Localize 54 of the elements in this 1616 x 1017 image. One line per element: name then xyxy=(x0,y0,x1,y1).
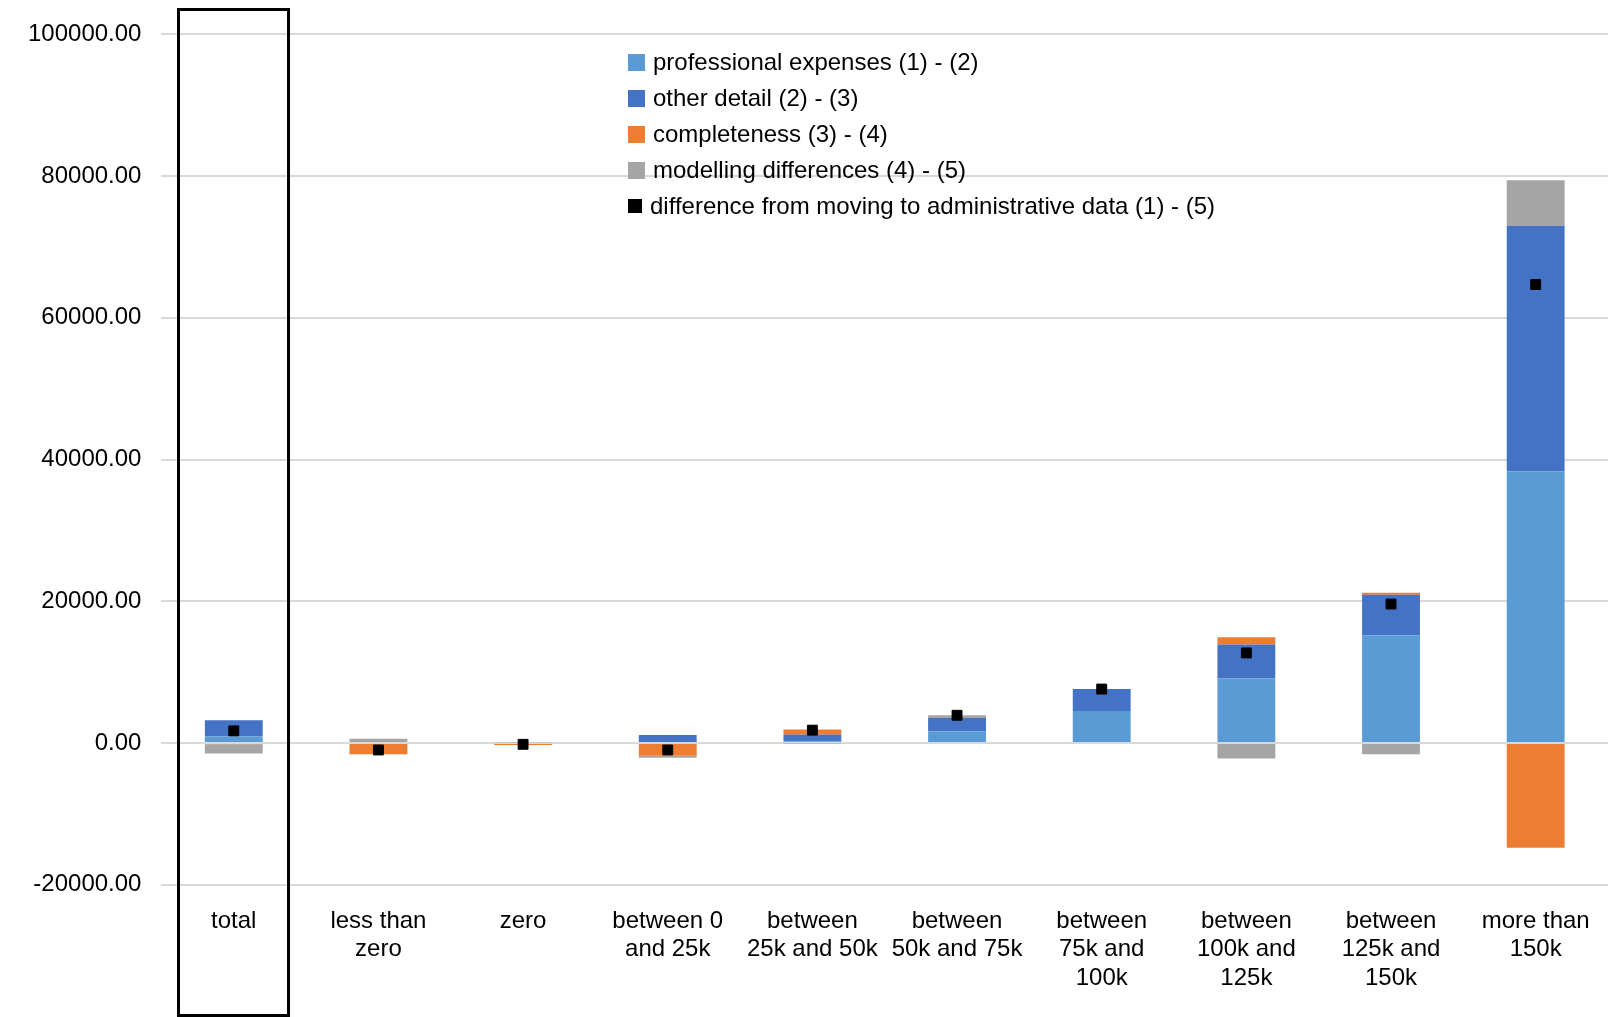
x-tick-label: between 125k and 150k xyxy=(1341,905,1441,991)
point xyxy=(806,724,818,736)
x-tick-label: between 50k and 75k xyxy=(891,905,1024,962)
bar xyxy=(1506,180,1565,226)
bar xyxy=(1217,678,1276,742)
legend-label: difference from moving to administrative data (1) - (5) xyxy=(650,191,1216,221)
bar xyxy=(349,738,408,742)
x-tick-label: between 75k and 100k xyxy=(1056,905,1148,991)
point xyxy=(1385,598,1397,610)
bar xyxy=(1506,225,1565,472)
point xyxy=(951,709,963,721)
legend-label: professional expenses (1) - (2) xyxy=(653,47,979,77)
point xyxy=(517,738,529,750)
bar xyxy=(928,731,986,742)
bar xyxy=(204,744,263,754)
bar xyxy=(1506,743,1565,848)
bar xyxy=(1362,592,1420,595)
bar xyxy=(204,736,263,742)
y-tick-label: 80000.00 xyxy=(41,160,142,188)
point xyxy=(228,725,240,737)
bar xyxy=(783,734,842,742)
bar xyxy=(1362,635,1420,742)
x-tick-label: less than zero xyxy=(330,905,427,962)
x-tick-label: zero xyxy=(499,905,547,933)
bar xyxy=(1362,743,1420,755)
bar xyxy=(638,735,697,742)
bar xyxy=(1506,471,1565,742)
y-tick-label: 20000.00 xyxy=(41,585,142,613)
point xyxy=(662,744,674,756)
bar xyxy=(1072,711,1131,742)
x-tick-label: between 0 and 25k xyxy=(612,905,724,962)
bar xyxy=(1217,637,1276,645)
bar xyxy=(1217,644,1276,679)
point xyxy=(1530,279,1542,290)
bar xyxy=(1362,594,1420,636)
legend-label: other detail (2) - (3) xyxy=(653,83,859,113)
legend-label: modelling differences (4) - (5) xyxy=(653,155,967,185)
x-tick-label: total xyxy=(211,905,257,933)
point xyxy=(1240,647,1252,659)
bar xyxy=(638,755,697,758)
y-tick-label: 60000.00 xyxy=(41,302,142,330)
x-tick-label: more than 150k xyxy=(1481,905,1590,962)
legend-label: completeness (3) - (4) xyxy=(653,119,888,149)
y-tick-label: -20000.00 xyxy=(33,869,142,897)
bar xyxy=(1072,689,1131,712)
y-tick-label: 40000.00 xyxy=(41,444,142,472)
bar xyxy=(928,718,986,732)
y-tick-label: 0.00 xyxy=(94,727,142,755)
point xyxy=(1096,683,1108,695)
bar xyxy=(1217,743,1276,759)
x-tick-label: between 25k and 50k xyxy=(747,905,879,962)
point xyxy=(372,744,384,756)
y-tick-label: 100000.00 xyxy=(28,19,142,47)
x-tick-label: between 100k and 125k xyxy=(1196,905,1296,991)
